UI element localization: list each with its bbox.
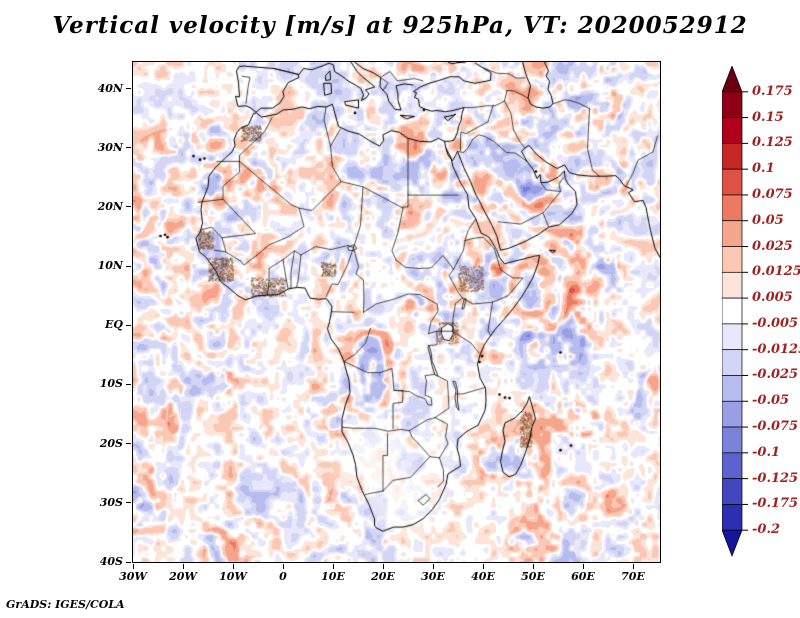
y-axis-tick (126, 443, 131, 445)
colorbar-segment (722, 323, 743, 351)
colorbar-segment (722, 504, 743, 531)
colorbar-label: 0.005 (752, 290, 793, 306)
colorbar-label: -0.2 (752, 522, 781, 538)
x-axis-tick (482, 564, 484, 569)
colorbar-segment (722, 529, 743, 557)
colorbar-segment (722, 478, 743, 505)
colorbar-label: -0.025 (752, 367, 799, 383)
x-axis-tick (432, 564, 434, 569)
y-axis-tick (126, 383, 131, 385)
x-axis-tick-label: 60E (571, 570, 595, 583)
colorbar-segment (722, 91, 743, 118)
colorbar-segment (722, 375, 743, 402)
x-axis-tick-label: 50E (521, 570, 545, 583)
y-axis-tick (126, 561, 131, 563)
x-axis-tick-label: 30W (119, 570, 147, 583)
y-axis-tick-label: EQ (105, 318, 123, 332)
x-axis-tick-label: 0 (279, 570, 287, 583)
colorbar-label: -0.005 (752, 315, 799, 331)
y-axis-tick-label: 20N (97, 199, 123, 213)
colorbar-label: 0.05 (752, 212, 784, 228)
colorbar-segment (722, 297, 743, 325)
x-axis-tick (232, 564, 234, 569)
x-axis-tick-label: 10E (321, 570, 345, 583)
colorbar-label: -0.1 (752, 444, 781, 460)
colorbar-segment (722, 271, 743, 299)
x-axis-tick-label: 30E (421, 570, 445, 583)
x-axis-tick (532, 564, 534, 569)
y-axis-tick (126, 88, 131, 90)
chart-title: Vertical velocity [m/s] at 925hPa, VT: 2… (52, 12, 748, 39)
y-axis-tick-label: 40N (97, 81, 123, 95)
colorbar-label: 0.025 (752, 238, 793, 254)
colorbar-segment (722, 143, 743, 170)
colorbar-segment (722, 426, 743, 454)
colorbar-segment (722, 246, 743, 273)
y-axis-tick-label: 10S (99, 377, 123, 391)
colorbar-segment (722, 66, 743, 93)
y-axis-tick-label: 10N (97, 259, 123, 273)
y-axis-tick (126, 502, 131, 504)
colorbar-segment (722, 194, 743, 222)
colorbar-svg (722, 66, 748, 557)
x-axis-tick-label: 20W (169, 570, 197, 583)
colorbar-segment (722, 220, 743, 247)
colorbar-label: -0.075 (752, 419, 799, 435)
colorbar-segment (722, 452, 743, 479)
colorbar-label: 0.075 (752, 186, 793, 202)
colorbar-label: -0.05 (752, 393, 790, 409)
colorbar-label: 0.1 (752, 161, 775, 177)
colorbar-segment (722, 168, 743, 196)
colorbar-segment (722, 349, 743, 376)
x-axis-tick (582, 564, 584, 569)
map-frame (132, 61, 661, 563)
colorbar-label: 0.125 (752, 135, 793, 151)
x-axis-tick (632, 564, 634, 569)
colorbar-label: 0.15 (752, 109, 784, 125)
x-axis-tick-label: 70E (621, 570, 645, 583)
y-axis-tick (126, 265, 131, 267)
y-axis-tick (126, 147, 131, 149)
y-axis-tick-label: 40S (99, 555, 123, 568)
y-axis-tick-label: 30S (99, 495, 123, 509)
colorbar-label: -0.175 (752, 496, 799, 512)
colorbar-segment (722, 400, 743, 428)
y-axis-tick (126, 324, 131, 326)
grads-credit: GrADS: IGES/COLA (6, 598, 125, 611)
x-axis-tick-label: 10W (219, 570, 247, 583)
y-axis-tick-label: 20S (99, 436, 123, 450)
x-axis-tick (182, 564, 184, 569)
colorbar-segment (722, 117, 743, 144)
x-axis-tick (332, 564, 334, 569)
x-axis-tick (282, 564, 284, 569)
colorbar-label: -0.125 (752, 470, 799, 486)
colorbar-label: 0.0125 (752, 264, 800, 280)
y-axis-tick (126, 206, 131, 208)
colorbar-label: -0.0125 (752, 341, 800, 357)
x-axis-tick (382, 564, 384, 569)
x-axis-tick-label: 20E (371, 570, 395, 583)
colorbar-label: 0.175 (752, 83, 793, 99)
map-canvas (133, 62, 660, 562)
x-axis-tick-label: 40E (471, 570, 495, 583)
x-axis-tick (132, 564, 134, 569)
y-axis-tick-label: 30N (97, 140, 123, 154)
